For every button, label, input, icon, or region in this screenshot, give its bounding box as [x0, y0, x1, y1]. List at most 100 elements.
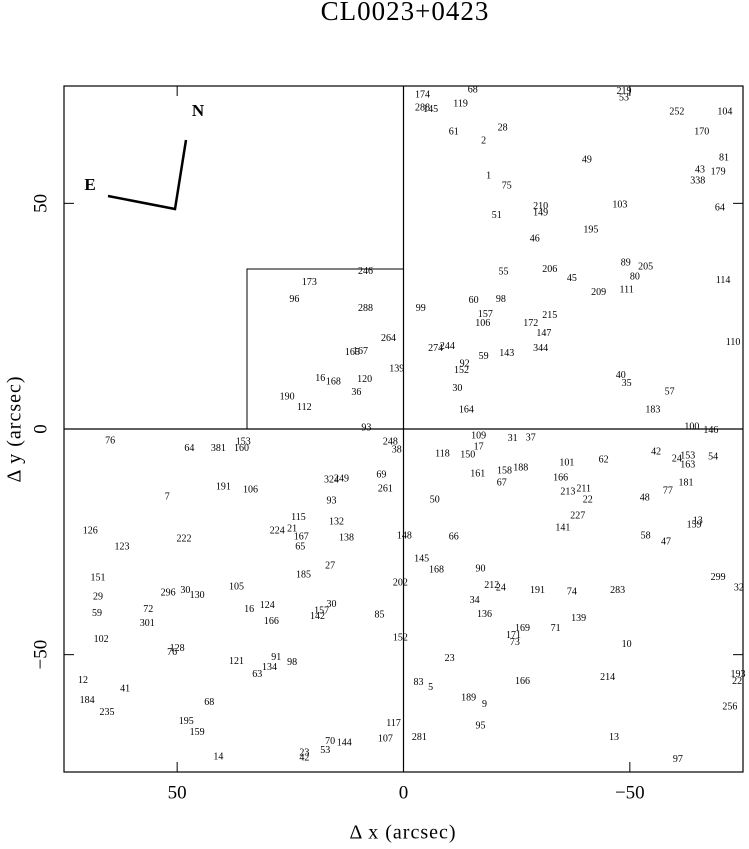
galaxy-label: 147: [536, 328, 551, 339]
galaxy-label: 114: [716, 275, 731, 286]
galaxy-label: 183: [645, 404, 660, 415]
galaxy-label: 252: [669, 106, 684, 117]
galaxy-label: 145: [423, 104, 438, 115]
galaxy-label: 249: [334, 473, 349, 484]
x-tick-label: 0: [399, 782, 409, 803]
galaxy-label: 212: [484, 580, 499, 591]
galaxy-label: 274: [428, 343, 443, 354]
galaxy-label: 209: [591, 287, 606, 298]
chart-title: CL0023+0423: [321, 0, 490, 26]
galaxy-label: 153: [236, 436, 251, 447]
galaxy-label: 134: [262, 662, 277, 673]
galaxy-label: 301: [140, 618, 155, 629]
galaxy-label: 2: [481, 135, 486, 146]
galaxy-label: 107: [378, 733, 393, 744]
galaxy-label: 75: [502, 180, 512, 191]
galaxy-label: 104: [717, 106, 732, 117]
galaxy-label: 49: [582, 154, 592, 165]
galaxy-label: 10: [622, 639, 632, 650]
galaxy-label: 164: [459, 404, 474, 415]
galaxy-label: 202: [393, 578, 408, 589]
galaxy-label: 95: [475, 720, 485, 731]
galaxy-label: 22: [732, 676, 742, 687]
galaxy-label: 141: [555, 523, 570, 534]
galaxy-label: 145: [414, 554, 429, 565]
galaxy-label: 40: [616, 370, 626, 381]
galaxy-label: 139: [571, 613, 586, 624]
galaxy-label: 112: [297, 402, 312, 413]
galaxy-label: 264: [381, 333, 396, 344]
galaxy-label: 89: [621, 258, 631, 269]
galaxy-label: 80: [630, 272, 640, 283]
galaxy-label: 63: [252, 669, 262, 680]
galaxy-label: 191: [530, 585, 545, 596]
galaxy-label: 53: [320, 745, 330, 756]
galaxy-label: 296: [161, 588, 176, 599]
galaxy-label: 165: [345, 347, 360, 358]
galaxy-label: 191: [216, 482, 231, 493]
galaxy-label: 235: [100, 707, 115, 718]
galaxy-label: 132: [329, 517, 344, 528]
galaxy-label: 71: [551, 623, 561, 634]
galaxy-label: 27: [325, 560, 335, 571]
galaxy-label: 166: [264, 616, 279, 627]
galaxy-label: 173: [302, 277, 317, 288]
galaxy-label: 59: [92, 608, 102, 619]
galaxy-label: 213: [560, 486, 575, 497]
galaxy-label: 144: [337, 737, 352, 748]
galaxy-label: 43: [695, 165, 705, 176]
galaxy-label: 99: [416, 303, 426, 314]
galaxy-label: 77: [663, 486, 673, 497]
galaxy-label: 72: [143, 604, 153, 615]
galaxy-label: 98: [496, 294, 506, 305]
galaxy-label: 246: [358, 266, 373, 277]
galaxy-label: 344: [533, 343, 548, 354]
galaxy-label: 111: [620, 285, 634, 296]
galaxy-label: 157: [314, 606, 329, 617]
galaxy-label: 54: [708, 451, 718, 462]
galaxy-label: 24: [496, 583, 506, 594]
galaxy-label: 35: [622, 378, 632, 389]
galaxy-label: 83: [413, 677, 423, 688]
galaxy-label: 152: [454, 365, 469, 376]
galaxy-label: 23: [445, 653, 455, 664]
galaxy-label: 76: [105, 435, 115, 446]
x-tick-label: −50: [615, 782, 645, 803]
y-tick-label: 0: [30, 424, 51, 434]
galaxy-label: 64: [715, 203, 725, 214]
galaxy-label: 120: [357, 374, 372, 385]
galaxy-label: 281: [412, 732, 427, 743]
galaxy-label: 13: [693, 515, 703, 526]
galaxy-label: 31: [508, 433, 518, 444]
galaxy-label: 117: [386, 718, 401, 729]
galaxy-label: 70: [325, 736, 335, 747]
galaxy-label: 28: [498, 122, 508, 133]
galaxy-label: 69: [376, 469, 386, 480]
galaxy-label: 224: [270, 526, 285, 537]
galaxy-label: 67: [497, 477, 507, 488]
galaxy-label: 47: [661, 537, 671, 548]
galaxy-label: 170: [694, 126, 709, 137]
galaxy-label: 124: [260, 600, 275, 611]
galaxy-label: 64: [184, 443, 194, 454]
galaxy-label: 110: [726, 337, 741, 348]
galaxy-label: 93: [327, 496, 337, 507]
galaxy-label: 13: [609, 732, 619, 743]
galaxy-label: 193: [731, 669, 746, 680]
galaxy-label: 55: [499, 267, 509, 278]
galaxy-label: 206: [542, 264, 557, 275]
galaxy-label: 299: [711, 572, 726, 583]
galaxy-label: 53: [619, 92, 629, 103]
galaxy-label: 288: [358, 303, 373, 314]
galaxy-label: 81: [719, 153, 729, 164]
galaxy-label: 148: [397, 531, 412, 542]
galaxy-label: 222: [176, 533, 191, 544]
galaxy-label: 166: [515, 676, 530, 687]
galaxy-label: 283: [610, 585, 625, 596]
galaxy-label: 12: [78, 675, 88, 686]
galaxy-label: 37: [526, 432, 536, 443]
galaxy-label: 105: [229, 582, 244, 593]
galaxy-label: 161: [470, 468, 485, 479]
galaxy-label: 184: [80, 695, 95, 706]
